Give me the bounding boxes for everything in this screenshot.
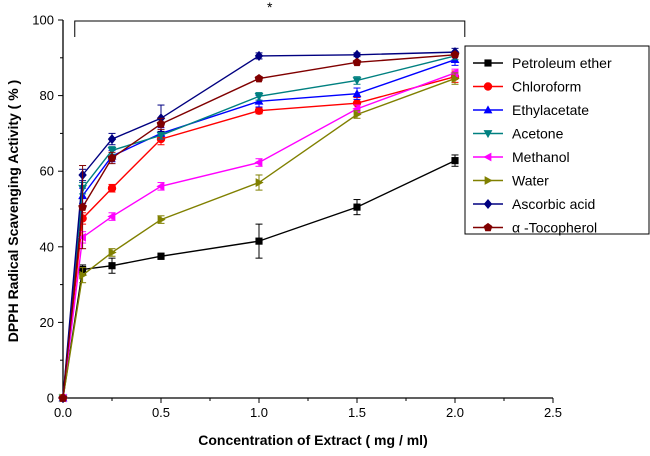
data-point	[108, 248, 117, 257]
legend-swatch-marker	[483, 130, 493, 139]
data-point	[58, 393, 68, 402]
data-point	[77, 232, 86, 242]
data-point	[79, 270, 88, 280]
data-point	[254, 50, 264, 61]
legend-entry: Chloroform	[473, 79, 581, 95]
x-tick-label: 0.5	[152, 405, 170, 420]
legend-swatch-marker	[483, 152, 492, 162]
axes: 0.0 0.5 1.0 1.5 2.0 2.5 0 20 40 60 80 100	[32, 13, 562, 421]
y-axis-title: DPPH Radical Scavenging Activity ( % )	[5, 80, 21, 342]
x-axis-title: Concentration of Extract ( mg / ml)	[198, 432, 427, 448]
data-point	[254, 158, 263, 167]
series-petroleum-ether	[59, 154, 459, 402]
data-point	[156, 119, 166, 128]
data-point	[108, 262, 116, 270]
legend-swatch-marker	[483, 222, 493, 232]
data-point	[352, 49, 362, 60]
data-point	[156, 131, 166, 140]
data-point	[451, 74, 460, 83]
data-point	[157, 215, 166, 224]
data-point	[450, 50, 460, 59]
y-tick-label: 40	[40, 239, 54, 254]
legend-entry: Ethylacetate	[473, 102, 589, 118]
legend-label: Ascorbic acid	[512, 196, 595, 212]
legend-box	[464, 45, 650, 235]
legend-swatch-marker	[483, 82, 493, 91]
data-point	[353, 203, 361, 211]
data-point	[254, 73, 264, 83]
y-tick-label: 100	[32, 13, 54, 28]
data-point	[107, 184, 117, 193]
legend-label: Ethylacetate	[512, 102, 589, 118]
legend-swatch-marker	[484, 176, 493, 185]
data-point	[107, 134, 117, 145]
data-point	[352, 77, 362, 86]
series-water	[59, 72, 460, 403]
series-methanol	[58, 68, 459, 403]
x-tick-label: 1.5	[348, 405, 366, 420]
data-point	[451, 157, 459, 165]
significance-bracket	[74, 20, 466, 37]
series-tocopherol	[58, 50, 460, 402]
legend-entry: Acetone	[473, 126, 564, 142]
legend-label: Water	[512, 173, 549, 189]
legend-swatch-marker	[483, 198, 493, 210]
data-point	[352, 89, 362, 98]
y-tick-label: 80	[40, 88, 54, 103]
series-line	[62, 159, 456, 399]
y-tick-label: 0	[47, 391, 54, 406]
legend-entry: Water	[473, 173, 549, 189]
legend-entry: Methanol	[473, 149, 570, 165]
data-point	[353, 110, 362, 119]
x-tick-label: 2.0	[446, 405, 464, 420]
data-point	[107, 153, 117, 162]
data-point	[107, 212, 116, 221]
data-point	[352, 57, 362, 67]
y-tick-label: 60	[40, 164, 54, 179]
legend-entry: Petroleum ether	[473, 55, 612, 71]
data-point	[255, 237, 263, 245]
legend-entry: Ascorbic acid	[473, 196, 595, 212]
legend-label: Chloroform	[512, 79, 581, 95]
data-point	[255, 178, 264, 187]
legend-label: Petroleum ether	[512, 55, 612, 71]
data-point	[157, 252, 165, 260]
x-tick-label: 1.0	[250, 405, 268, 420]
significance-asterisk: *	[267, 0, 273, 15]
legend-label: Methanol	[512, 149, 570, 165]
series-layer	[58, 47, 460, 404]
x-tick-label: 0.0	[54, 405, 72, 420]
data-point	[254, 106, 264, 115]
legend-swatch-marker	[483, 105, 493, 114]
x-tick-label: 2.5	[544, 405, 562, 420]
data-point	[107, 147, 117, 156]
legend-label: Acetone	[512, 126, 564, 142]
y-tick-label: 20	[40, 315, 54, 330]
data-point	[156, 181, 165, 191]
data-point	[78, 202, 87, 211]
legend-swatch-marker	[484, 59, 492, 67]
legend-label: α -Tocopherol	[512, 220, 597, 236]
legend: Petroleum ether Chloroform Ethylacetate Ace…	[464, 45, 650, 236]
data-point	[254, 92, 264, 101]
legend-entry: α -Tocopherol	[473, 220, 597, 236]
